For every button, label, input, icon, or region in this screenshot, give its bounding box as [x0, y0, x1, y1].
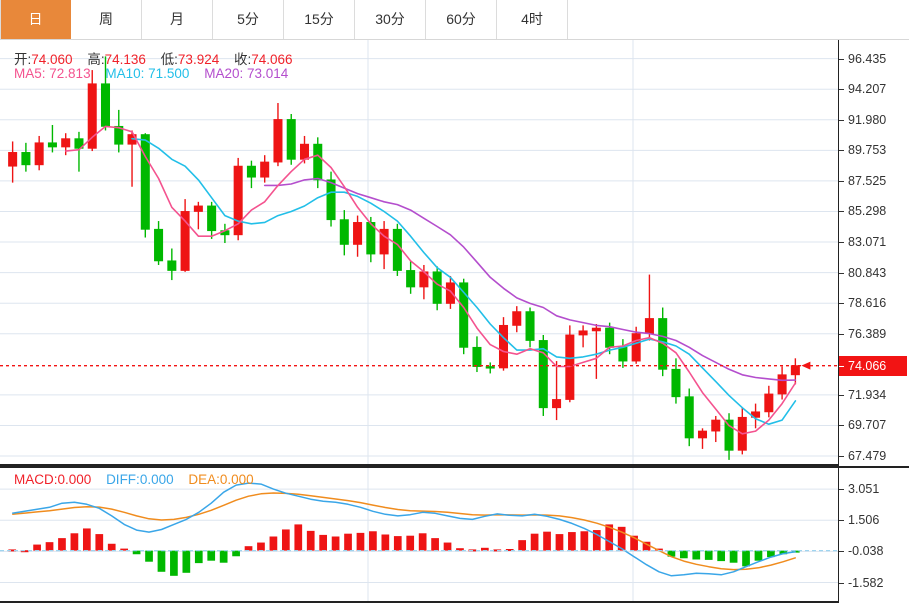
high-label: 高: [87, 52, 105, 67]
ma20-label: MA20: [204, 66, 244, 81]
candlestick-svg [0, 40, 838, 466]
ma5-value: 72.813 [49, 66, 91, 81]
tab-period-2[interactable]: 月 [142, 0, 213, 39]
price-axis-tick: 83.071 [839, 235, 886, 249]
tab-period-6[interactable]: 60分 [426, 0, 497, 39]
macd-svg [0, 468, 838, 603]
ma-legend: MA5: 72.813 MA10: 71.500 MA20: 73.014 [14, 66, 299, 81]
tab-period-7[interactable]: 4时 [497, 0, 568, 39]
price-axis-tick: 96.435 [839, 52, 886, 66]
tab-period-3[interactable]: 5分 [213, 0, 284, 39]
price-axis-tick: 80.843 [839, 266, 886, 280]
open-label: 开: [14, 52, 32, 67]
price-axis-tick: 71.934 [839, 388, 886, 402]
diff-value: 0.000 [139, 472, 174, 487]
open-value: 74.060 [31, 52, 73, 67]
macd-plot-area[interactable] [0, 468, 838, 603]
low-value: 73.924 [177, 52, 220, 67]
tab-label: 周 [99, 11, 113, 27]
current-price-label: 74.066 [839, 355, 907, 376]
macd-axis: 3.051 1.506 -0.038 -1.582 [838, 468, 909, 603]
period-tab-bar: 日 周 月 5分 15分 30分 60分 4时 [0, 0, 909, 40]
macd-chart-panel: 3.051 1.506 -0.038 -1.582 [0, 466, 909, 603]
macd-axis-tick: 1.506 [839, 513, 879, 527]
low-label: 低: [160, 52, 178, 67]
ma10-label: MA10: [105, 66, 145, 81]
price-axis-tick: 78.616 [839, 296, 886, 310]
macd-label: MACD: [14, 472, 58, 487]
tab-period-1[interactable]: 周 [71, 0, 142, 39]
price-chart-panel: 96.435 94.207 91.980 89.753 87.525 85.298 83.0… [0, 40, 909, 466]
price-axis-tick: 69.707 [839, 418, 886, 432]
price-axis-tick: 67.479 [839, 449, 886, 463]
ma20-value: 73.014 [247, 66, 289, 81]
price-axis-tick: 91.980 [839, 113, 886, 127]
diff-label: DIFF: [106, 472, 140, 487]
close-value: 74.066 [251, 52, 293, 67]
macd-axis-tick: -1.582 [839, 576, 883, 590]
tab-label: 4时 [521, 11, 543, 27]
dea-label: DEA: [188, 472, 220, 487]
price-axis-tick: 76.389 [839, 327, 886, 341]
price-axis-tick: 89.753 [839, 143, 886, 157]
tab-period-4[interactable]: 15分 [284, 0, 355, 39]
close-label: 收: [233, 52, 252, 67]
high-value: 74.136 [104, 52, 146, 67]
macd-axis-tick: -0.038 [839, 544, 883, 558]
macd-value: 0.000 [57, 472, 92, 487]
tab-label: 60分 [446, 11, 476, 27]
tab-label: 日 [28, 11, 43, 27]
macd-axis-tick: 3.051 [839, 482, 879, 496]
tab-label: 30分 [375, 11, 405, 27]
price-axis-tick: 87.525 [839, 174, 886, 188]
dea-value: 0.000 [219, 472, 254, 487]
tab-label: 月 [170, 11, 184, 27]
price-axis: 96.435 94.207 91.980 89.753 87.525 85.298 83.0… [838, 40, 909, 466]
ma10-value: 71.500 [148, 66, 190, 81]
tab-bar-filler [568, 0, 909, 39]
tab-label: 15分 [304, 11, 334, 27]
tab-label: 5分 [237, 11, 259, 27]
price-axis-tick: 94.207 [839, 82, 886, 96]
tab-period-5[interactable]: 30分 [355, 0, 426, 39]
macd-legend: MACD:0.000 DIFF:0.000 DEA:0.000 [14, 472, 265, 487]
tab-period-0[interactable]: 日 [0, 0, 71, 39]
price-plot-area[interactable] [0, 40, 838, 466]
ma5-label: MA5: [14, 66, 46, 81]
ohlc-legend: 开:74.060 高:74.136 低:73.924 收:74.066 [14, 48, 304, 68]
price-axis-tick: 85.298 [839, 204, 886, 218]
